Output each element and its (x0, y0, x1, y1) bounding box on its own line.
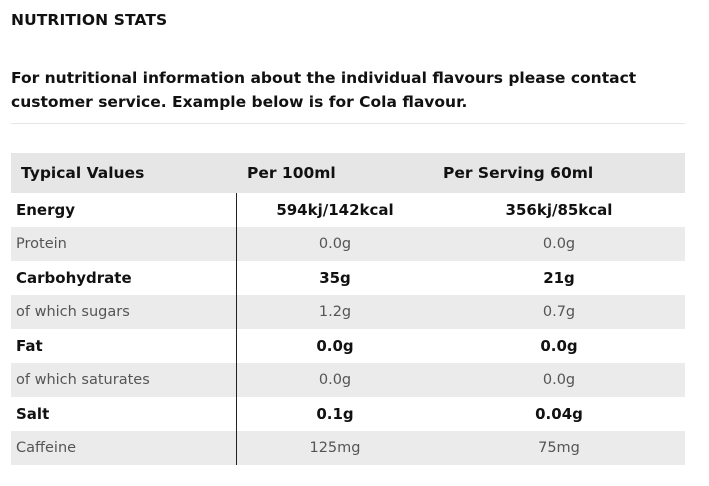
value-per-100ml: 1.2g (318, 304, 352, 320)
table-row: Fat 0.0g 0.0g (11, 329, 685, 363)
value-per-100ml: 0.0g (318, 372, 352, 388)
value-per-100ml: 125mg (309, 440, 361, 456)
row-label: Fat (16, 337, 43, 355)
value-per-serving: 0.7g (542, 304, 576, 320)
table-row: of which sugars 1.2g 0.7g (11, 295, 685, 329)
row-label: Salt (16, 405, 50, 423)
table-row: Salt 0.1g 0.04g (11, 397, 685, 431)
row-label: of which saturates (16, 372, 150, 388)
row-label: Caffeine (16, 440, 77, 456)
value-per-100ml: 35g (319, 269, 351, 287)
table-row: Caffeine 125mg 75mg (11, 431, 685, 465)
intro-text: For nutritional information about the in… (11, 69, 637, 111)
column-header-per-serving: Per Serving 60ml (443, 164, 594, 182)
column-header-per-100ml: Per 100ml (247, 164, 336, 182)
table-row: Energy 594kj/142kcal 356kj/85kcal (11, 193, 685, 227)
table-row: Protein 0.0g 0.0g (11, 227, 685, 261)
row-label: Protein (16, 236, 67, 252)
value-per-serving: 0.0g (540, 337, 578, 355)
value-per-serving: 75mg (538, 440, 580, 456)
value-per-100ml: 0.0g (316, 337, 354, 355)
value-per-serving: 21g (543, 269, 575, 287)
value-per-serving: 0.0g (542, 236, 576, 252)
row-label: of which sugars (16, 304, 130, 320)
row-label: Energy (16, 201, 76, 219)
divider (11, 123, 685, 124)
value-per-100ml: 594kj/142kcal (276, 201, 394, 219)
value-per-serving: 0.04g (535, 405, 583, 423)
column-divider (236, 193, 237, 465)
table-header-row: Typical Values Per 100ml Per Serving 60m… (11, 153, 685, 193)
nutrition-table: Typical Values Per 100ml Per Serving 60m… (11, 153, 685, 465)
value-per-serving: 356kj/85kcal (505, 201, 613, 219)
row-label: Carbohydrate (16, 269, 132, 287)
value-per-100ml: 0.0g (318, 236, 352, 252)
table-row: of which saturates 0.0g 0.0g (11, 363, 685, 397)
table-row: Carbohydrate 35g 21g (11, 261, 685, 295)
page-title: NUTRITION STATS (11, 11, 168, 29)
column-header-typical-values: Typical Values (21, 164, 145, 182)
value-per-100ml: 0.1g (316, 405, 354, 423)
value-per-serving: 0.0g (542, 372, 576, 388)
